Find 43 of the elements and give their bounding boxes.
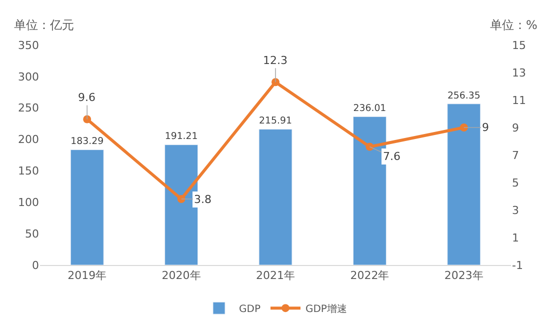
y-tick-label: 300 <box>18 70 39 84</box>
bar <box>258 129 292 265</box>
point <box>366 142 374 151</box>
data-label: 256.35 <box>447 90 480 102</box>
y2-tick-label: 3 <box>512 204 519 217</box>
y-tick-label: 350 <box>18 38 39 52</box>
y-tick-label: 50 <box>25 227 39 240</box>
y-tick-label: 150 <box>18 164 39 178</box>
y2-tick-label: 9 <box>512 121 519 134</box>
bar <box>447 104 481 265</box>
y-axis-title: 单位：亿元 <box>14 18 74 32</box>
y2-tick-label: 11 <box>512 94 526 107</box>
y-tick-label: 250 <box>18 102 39 115</box>
data-label: 9.6 <box>78 91 96 104</box>
legend-label: GDP <box>239 304 260 315</box>
y2-axis-title: 单位：% <box>490 18 538 32</box>
data-label: 9 <box>482 121 489 134</box>
y-tick-label: 0 <box>32 258 39 272</box>
point <box>177 195 186 203</box>
x-tick-label: 2020年 <box>162 269 201 282</box>
x-tick-label: 2019年 <box>68 269 107 282</box>
data-label: 3.8 <box>194 193 212 206</box>
x-tick-label: 2022年 <box>350 269 390 282</box>
data-label: 7.6 <box>383 150 400 163</box>
x-tick-label: 2023年 <box>444 269 484 282</box>
y2-tick-label: 7 <box>512 148 519 162</box>
data-label: 215.91 <box>259 116 292 127</box>
data-label: 191.21 <box>164 131 198 142</box>
y2-tick-label: 5 <box>512 176 519 190</box>
y2-tick-label: -1 <box>512 258 523 272</box>
data-label: 183.29 <box>70 136 104 148</box>
bar <box>70 150 104 265</box>
y2-tick-label: 1 <box>512 231 519 244</box>
y-tick-label: 100 <box>18 196 39 209</box>
x-tick-label: 2021年 <box>256 269 295 282</box>
data-label: 236.01 <box>353 103 386 114</box>
data-label: 12.3 <box>263 54 288 67</box>
point <box>272 78 280 86</box>
y2-tick-label: 15 <box>512 38 526 52</box>
point <box>460 124 468 132</box>
legend-label: GDP增速 <box>305 303 347 315</box>
y-tick-label: 200 <box>18 133 39 146</box>
y2-tick-label: 13 <box>512 66 526 80</box>
